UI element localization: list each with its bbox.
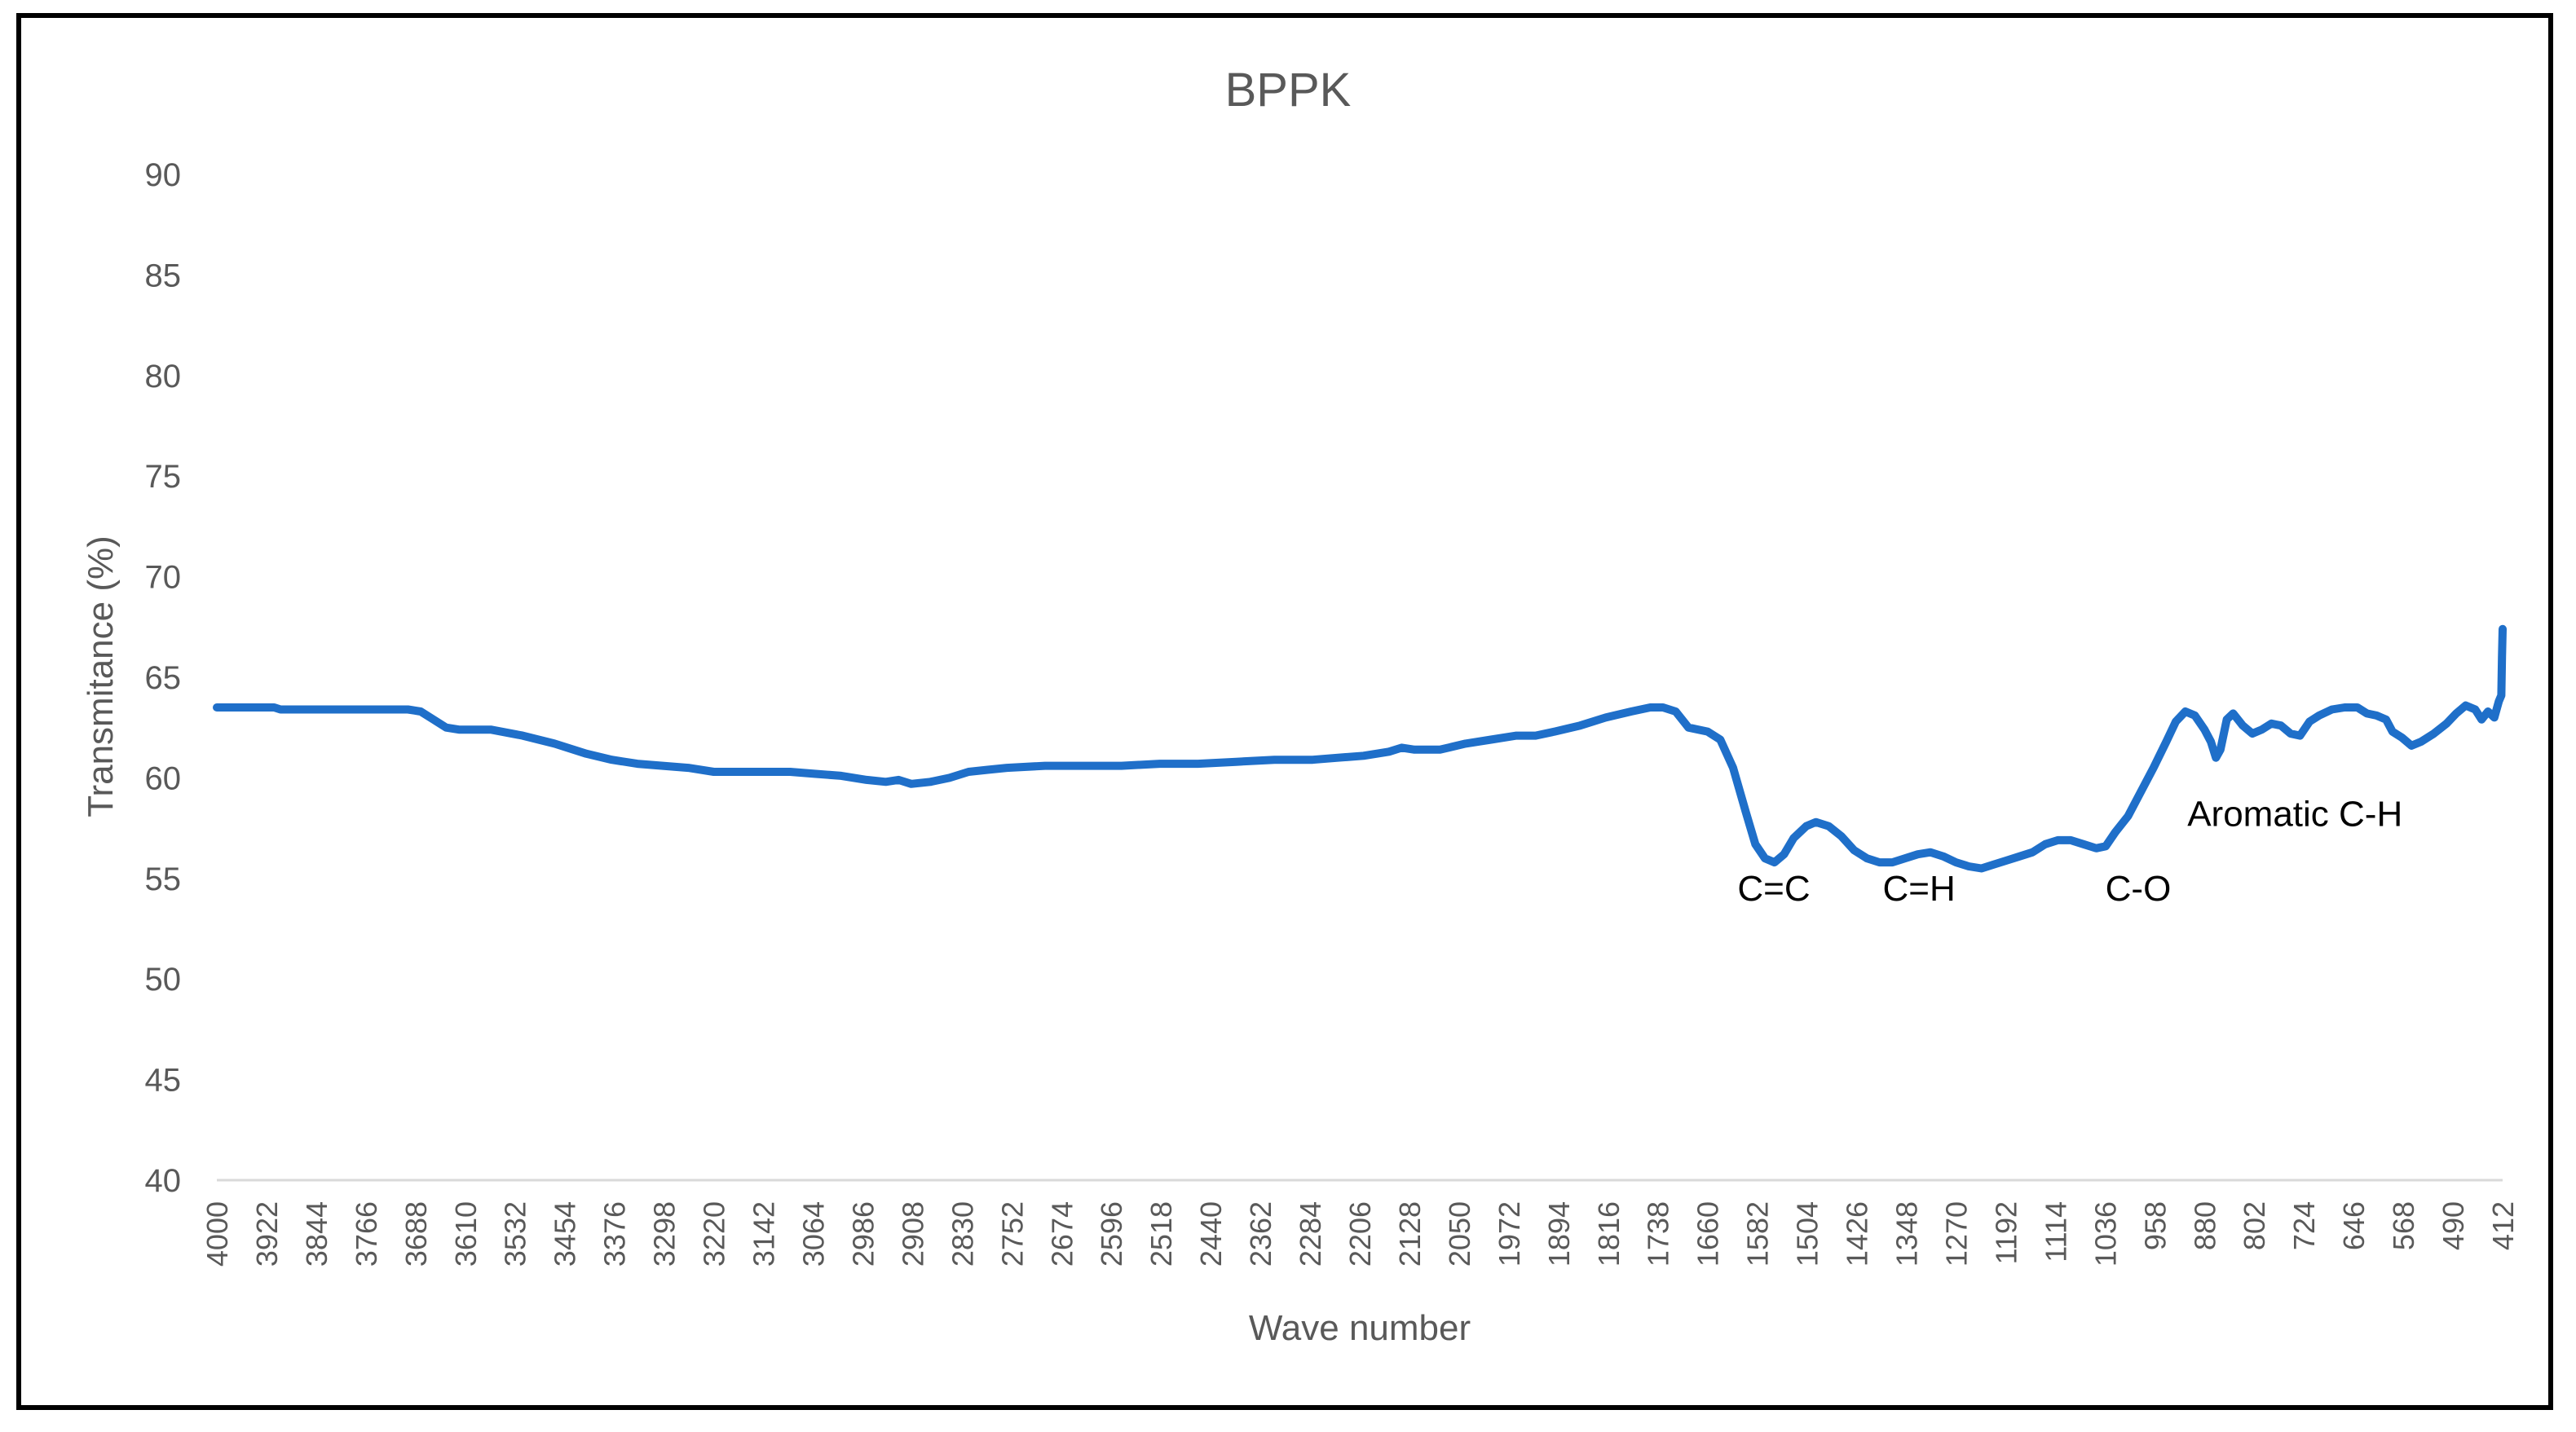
x-tick-label: 1738 [1642,1201,1675,1267]
x-tick-label: 1192 [1989,1201,2022,1264]
x-tick-label: 490 [2437,1201,2470,1250]
chart-title: BPPK [1225,64,1352,117]
x-tick-label: 724 [2287,1201,2321,1250]
x-tick-label: 3376 [598,1201,632,1267]
y-tick-label: 65 [145,660,182,696]
x-tick-labels: 4000 3922 3844 3766 3688 3610 3532 3454 3376 3298… [201,1201,2520,1267]
x-tick-label: 2908 [896,1201,929,1267]
x-tick-label: 3532 [499,1201,532,1267]
y-tick-label: 75 [145,459,182,495]
y-tick-label: 40 [145,1163,182,1199]
chart-frame [16,13,2553,1410]
x-tick-label: 2596 [1095,1201,1128,1267]
x-tick-label: 1426 [1841,1201,1874,1267]
y-tick-label: 80 [145,359,182,394]
y-tick-label: 55 [145,861,182,897]
y-tick-label: 70 [145,560,182,596]
x-tick-label: 2440 [1194,1201,1228,1267]
y-tick-label: 50 [145,962,182,998]
x-tick-label: 2830 [946,1201,979,1267]
x-tick-label: 2986 [846,1201,880,1267]
x-tick-label: 1504 [1791,1201,1824,1267]
x-tick-label: 1660 [1692,1201,1725,1267]
x-tick-label: 2050 [1443,1201,1476,1267]
x-tick-label: 412 [2486,1201,2520,1250]
x-tick-label: 2128 [1393,1201,1427,1267]
y-axis-label: Transmitance (%) [81,535,121,817]
x-tick-label: 3454 [549,1201,582,1267]
annotation-label: C=H [1883,869,1956,909]
x-tick-label: 1348 [1890,1201,1924,1267]
x-tick-label: 3610 [449,1201,483,1267]
x-tick-label: 2518 [1145,1201,1178,1267]
annotation-layer: C=C C=H C-O Aromatic C-H [1737,795,2402,909]
x-tick-label: 568 [2387,1201,2420,1250]
series-line-0 [213,624,2507,873]
x-tick-label: 958 [2138,1201,2172,1250]
x-tick-label: 3142 [748,1201,781,1267]
x-tick-label: 1582 [1741,1201,1775,1267]
x-tick-label: 1972 [1493,1201,1526,1267]
x-tick-label: 1036 [2089,1201,2122,1267]
y-tick-label: 45 [145,1063,182,1099]
x-tick-label: 880 [2188,1201,2221,1250]
x-tick-label: 1114 [2039,1201,2072,1262]
x-tick-label: 2284 [1294,1201,1327,1267]
x-tick-label: 646 [2337,1201,2371,1250]
annotation-label: Aromatic C-H [2187,795,2402,835]
y-tick-label: 85 [145,258,182,293]
x-tick-label: 1816 [1592,1201,1625,1267]
annotation-label: C-O [2106,869,2172,909]
x-tick-label: 3220 [698,1201,731,1267]
x-tick-label: 3766 [350,1201,383,1267]
x-tick-label: 802 [2238,1201,2271,1250]
x-tick-label: 3064 [796,1201,830,1267]
annotation-label: C=C [1737,869,1810,909]
x-tick-label: 4000 [201,1201,234,1267]
x-tick-label: 2674 [1045,1201,1078,1267]
series-layer [213,624,2507,873]
x-tick-label: 2362 [1244,1201,1277,1267]
x-tick-label: 2206 [1343,1201,1377,1267]
x-axis-label: Wave number [1249,1308,1471,1348]
y-tick-label: 90 [145,157,182,193]
x-tick-label: 1894 [1542,1201,1576,1267]
y-tick-label: 60 [145,760,182,796]
x-tick-label: 3844 [300,1201,333,1267]
x-tick-label: 3298 [648,1201,681,1267]
y-tick-labels: 40 45 50 55 60 65 70 75 80 85 90 [145,157,182,1199]
x-tick-label: 2752 [995,1201,1029,1267]
x-tick-label: 1270 [1939,1201,1973,1267]
x-tick-label: 3922 [250,1201,284,1267]
x-tick-label: 3688 [399,1201,433,1267]
